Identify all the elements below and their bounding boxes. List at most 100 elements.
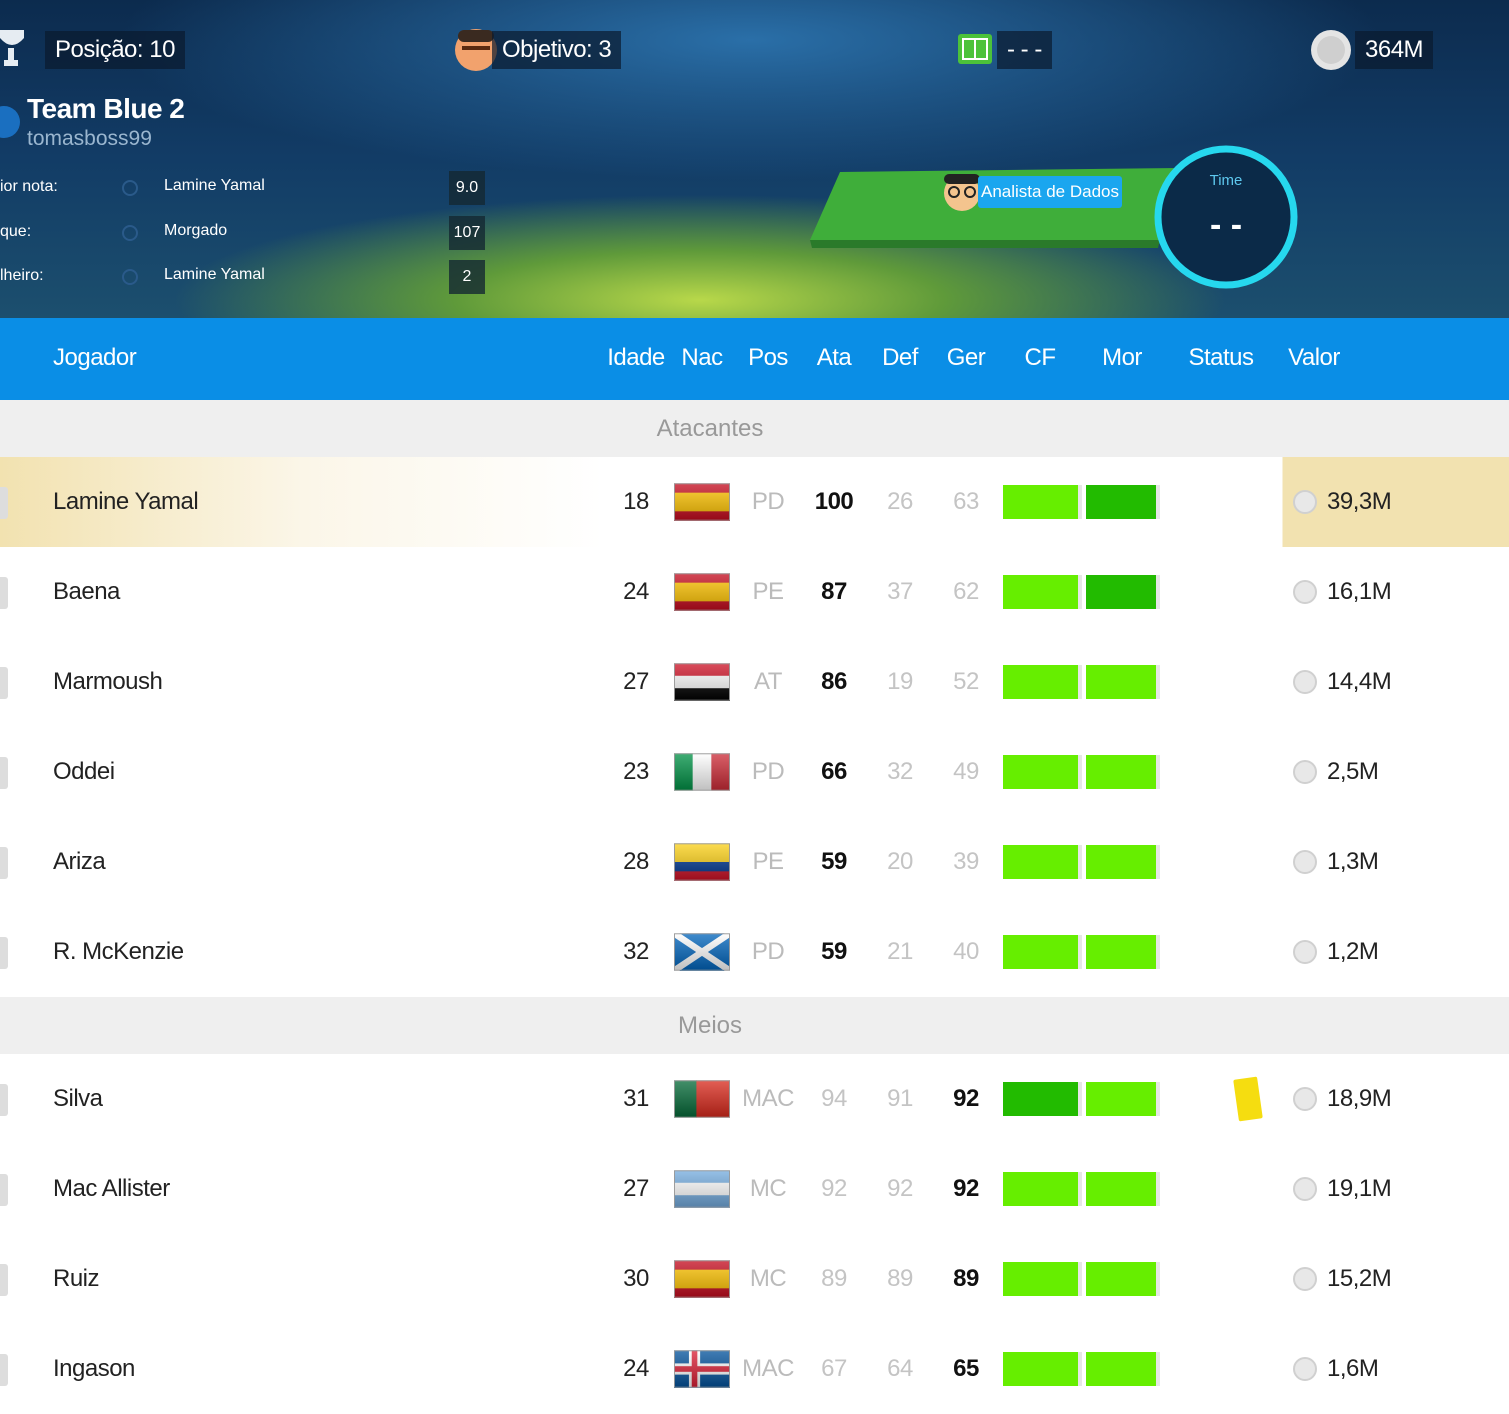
position: MC [749,1175,787,1202]
player-name[interactable]: Ariza [53,848,106,875]
player-name[interactable]: R. McKenzie [53,938,184,965]
team-banner: Posição: 10 Objetivo: 3 - - - 364M Team … [0,0,1509,318]
position: PE [752,578,784,605]
cf-bar [1003,1262,1082,1296]
coin-icon [1293,670,1317,694]
shirt [0,487,8,519]
field-text[interactable]: - - - [997,31,1052,69]
flag [674,843,730,882]
flag [672,930,732,974]
stat-value: 9.0 [449,171,485,205]
player-value: 16,1M [1327,578,1392,605]
ata-rating: 100 [814,488,854,515]
player-row[interactable]: Baena 24 PE 87 37 62 16,1M [0,547,1509,637]
def-rating: 26 [887,488,913,515]
player-name[interactable]: Silva [53,1085,103,1112]
ger-rating: 40 [953,938,979,965]
money: 364M [1355,31,1434,69]
player-row[interactable]: Marmoush 27 AT 86 19 52 14,4M [0,637,1509,727]
player-name[interactable]: Marmoush [53,668,163,695]
player-name[interactable]: Ruiz [53,1265,100,1292]
mor-bar [1086,1172,1160,1206]
player-row[interactable]: Mac Allister 27 MC 92 92 92 19,1M [0,1144,1509,1234]
player-row[interactable]: Oddei 23 PD 66 32 49 2,5M [0,727,1509,817]
player-value: 1,2M [1327,938,1379,965]
age: 23 [623,758,649,785]
age: 24 [623,578,649,605]
player-row[interactable]: Ariza 28 PE 59 20 39 1,3M [0,817,1509,907]
def-rating: 20 [887,848,913,875]
def-rating: 91 [887,1085,913,1112]
coin-icon [1293,760,1317,784]
shirt [0,1264,8,1296]
player-name[interactable]: Oddei [53,758,115,785]
column-header[interactable]: Def [882,344,918,371]
flag-wrap [674,1170,730,1209]
player-name[interactable]: Ingason [53,1355,135,1382]
coin-icon [1293,850,1317,874]
player-name[interactable]: Mac Allister [53,1175,170,1202]
flag [674,663,730,702]
def-rating: 37 [887,578,913,605]
ger-rating: 65 [953,1355,979,1382]
player-value: 1,6M [1327,1355,1379,1382]
ata-rating: 67 [821,1355,847,1382]
player-value: 18,9M [1327,1085,1392,1112]
table-header: Jogador Idade Nac Pos Ata Def Ger CF Mor Status Va… [0,318,1509,400]
section-header: Atacantes [0,400,1509,457]
position-text: Posição: 10 [45,31,185,69]
player-row[interactable]: Ruiz 30 MC 89 89 89 15,2M [0,1234,1509,1324]
player-value: 15,2M [1327,1265,1392,1292]
flag-wrap [674,1350,730,1389]
player-value: 39,3M [1327,488,1392,515]
column-header[interactable]: Pos [748,344,788,371]
def-rating: 19 [887,668,913,695]
position-value: 10 [149,36,175,63]
column-header[interactable]: Mor [1102,344,1142,371]
flag [674,1170,730,1209]
objective-label: Objetivo: [502,36,593,63]
column-header[interactable]: Ger [946,344,986,371]
mor-bar [1086,1082,1160,1116]
player-row[interactable]: Lamine Yamal 18 PD 100 26 63 39,3M [0,457,1509,547]
shirt [0,1084,8,1116]
age: 30 [623,1265,649,1292]
analyst-button[interactable]: Analista de Dados [978,176,1122,208]
objective-value: 3 [598,36,612,63]
ger-rating: 63 [953,488,979,515]
stat-player: Lamine Yamal [164,177,265,194]
player-name[interactable]: Lamine Yamal [53,488,199,515]
column-header[interactable]: Status [1188,344,1254,371]
objective-text: Objetivo: 3 [492,31,622,69]
player-value: 2,5M [1327,758,1379,785]
section-title: Meios [677,1012,743,1039]
player-name[interactable]: Baena [53,578,120,605]
player-row[interactable]: Ingason 24 MAC 67 64 65 1,6M [0,1324,1509,1414]
column-header[interactable]: Valor [1288,344,1340,371]
flag-wrap [672,930,732,974]
column-header[interactable]: Nac [681,344,723,371]
time-value: - - [1209,206,1243,244]
position: AT [754,668,782,695]
player-row[interactable]: R. McKenzie 32 PD 59 21 40 1,2M [0,907,1509,997]
player-value: 14,4M [1327,668,1392,695]
section-title: Atacantes [656,415,764,442]
position: PD [751,758,785,785]
player-row[interactable]: Silva 31 MAC 94 91 92 18,9M [0,1054,1509,1144]
ata-rating: 59 [821,848,847,875]
cf-bar [1003,665,1082,699]
column-header[interactable]: Jogador [53,344,137,371]
mor-bar [1086,665,1160,699]
cf-bar [1003,575,1082,609]
column-header[interactable]: Ata [816,344,852,371]
column-header[interactable]: Idade [607,344,665,371]
column-header[interactable]: CF [1024,344,1057,371]
team-name: Team Blue 2 [27,93,185,124]
cf-bar [1003,755,1082,789]
coin-icon [1293,1357,1317,1381]
mor-bar [1086,485,1160,519]
shirt [0,937,8,969]
age: 18 [623,488,649,515]
flag-wrap [674,1080,731,1118]
